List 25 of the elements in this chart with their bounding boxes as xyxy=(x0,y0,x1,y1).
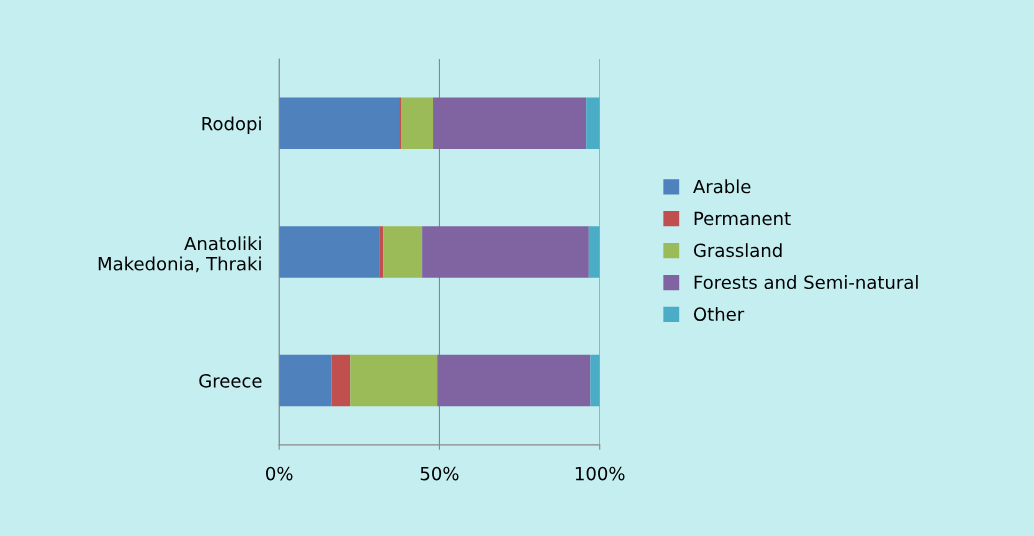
bar xyxy=(331,354,351,407)
y-tick-label: Rodopi xyxy=(202,116,261,134)
bar xyxy=(590,354,600,407)
bar xyxy=(586,97,600,150)
y-tick-label: Greece xyxy=(199,374,262,388)
bar xyxy=(379,226,384,278)
legend-label: Forests and Semi-natural xyxy=(694,275,918,290)
bar xyxy=(433,97,587,150)
legend-label: Grassland xyxy=(693,243,782,258)
bar xyxy=(400,97,434,150)
bar xyxy=(350,354,438,407)
y-tick-label: Anatoliki Makedonia, Thraki xyxy=(98,236,261,273)
bar xyxy=(588,226,600,278)
legend-label: Permanent xyxy=(694,211,791,226)
bar xyxy=(437,354,591,407)
x-tick-label: 100% xyxy=(575,466,625,481)
x-tick-label: 0% xyxy=(266,466,293,481)
bar xyxy=(279,354,332,407)
legend-label: Other xyxy=(693,307,745,321)
x-tick-label: 50% xyxy=(420,466,459,481)
legend-label: Arable xyxy=(693,179,751,194)
bar xyxy=(383,226,423,278)
bar xyxy=(279,97,400,150)
bar xyxy=(279,226,380,278)
bar xyxy=(422,226,589,278)
